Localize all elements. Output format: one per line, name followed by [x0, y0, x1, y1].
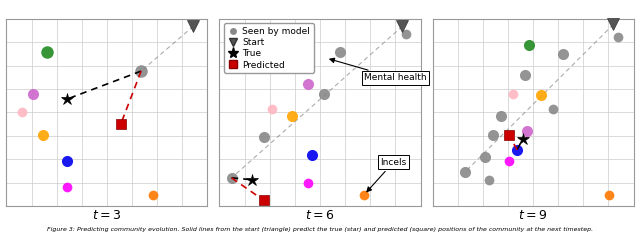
Legend: Seen by model, Start, True, Predicted: Seen by model, Start, True, Predicted	[224, 23, 314, 73]
Text: Incels: Incels	[367, 158, 406, 192]
Text: Figure 3: Predicting community evolution. Solid lines from the start (triangle) : Figure 3: Predicting community evolution…	[47, 227, 593, 232]
Text: Mental health: Mental health	[330, 58, 427, 83]
X-axis label: $t=3$: $t=3$	[92, 209, 122, 222]
X-axis label: $t=6$: $t=6$	[305, 209, 335, 222]
X-axis label: $t=9$: $t=9$	[518, 209, 548, 222]
